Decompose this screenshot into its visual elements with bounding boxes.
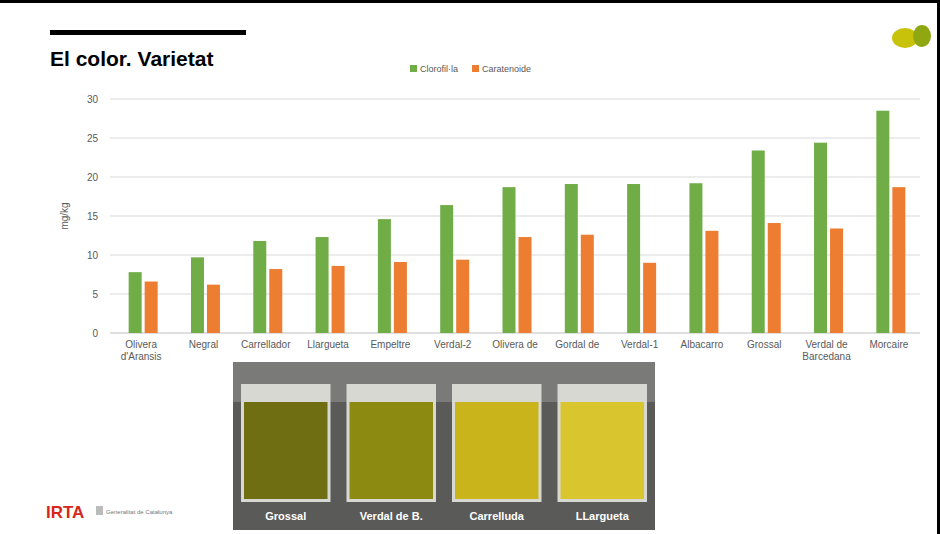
legend-label: Caratenoide bbox=[482, 64, 531, 74]
x-tick-label: Carrellador bbox=[241, 339, 291, 350]
x-tick-label: Grossal bbox=[747, 339, 781, 350]
bar bbox=[456, 260, 469, 333]
x-tick-label: Verdal-2 bbox=[434, 339, 472, 350]
y-axis-title: mg/kg bbox=[59, 202, 70, 229]
bar bbox=[378, 219, 391, 333]
y-tick-label: 5 bbox=[92, 289, 98, 300]
x-tick-label: Verdal-1 bbox=[621, 339, 659, 350]
y-tick-label: 10 bbox=[87, 250, 99, 261]
bar bbox=[768, 223, 781, 333]
photo bbox=[233, 362, 655, 530]
photo-label: Carrelluda bbox=[470, 510, 525, 522]
x-tick-label: Albacarro bbox=[681, 339, 724, 350]
x-tick-label: Gordal de bbox=[555, 339, 599, 350]
bar bbox=[565, 184, 578, 333]
bars bbox=[129, 111, 906, 333]
bar bbox=[689, 183, 702, 333]
slide: El color. Varietat 0 5 10 15 20 25 30 mg/kg Olive… bbox=[0, 0, 940, 534]
bar bbox=[503, 187, 516, 333]
x-tick-label: Morcaire bbox=[869, 339, 908, 350]
logo-olive bbox=[913, 25, 931, 47]
y-tick-label: 25 bbox=[87, 133, 99, 144]
bar bbox=[581, 235, 594, 333]
x-tick-label: Llargueta bbox=[307, 339, 349, 350]
grid-line bbox=[110, 138, 920, 139]
bar bbox=[332, 266, 345, 333]
x-tick-label: Oliverad'Aransis bbox=[121, 339, 162, 362]
glass bbox=[452, 384, 542, 502]
grid-line bbox=[110, 99, 920, 100]
oil-sample bbox=[350, 402, 434, 499]
bar bbox=[876, 111, 889, 333]
logo-irta: IRTA bbox=[46, 503, 84, 522]
photo-label: Grossal bbox=[265, 510, 306, 522]
institution: Generalitat de Catalunya bbox=[106, 509, 173, 515]
x-tick-label: Negral bbox=[189, 339, 218, 350]
bar bbox=[253, 241, 266, 333]
y-tick-label: 15 bbox=[87, 211, 99, 222]
y-tick-label: 20 bbox=[87, 172, 99, 183]
logo-generalitat bbox=[96, 506, 103, 515]
x-tick-label: Empeltre bbox=[370, 339, 410, 350]
bar bbox=[892, 187, 905, 333]
bar bbox=[394, 262, 407, 333]
frame-right bbox=[937, 0, 940, 534]
y-tick-label: 0 bbox=[92, 328, 98, 339]
oil-sample bbox=[561, 402, 645, 499]
bar bbox=[129, 272, 142, 333]
bar bbox=[627, 184, 640, 333]
glass bbox=[558, 384, 648, 502]
bar bbox=[814, 143, 827, 333]
x-tick-label: Olivera de bbox=[492, 339, 538, 350]
glass bbox=[241, 384, 331, 502]
title-bar bbox=[50, 30, 246, 35]
bar bbox=[269, 269, 282, 333]
bar bbox=[207, 285, 220, 333]
legend: Clorofil·la Caratenoide bbox=[410, 64, 531, 74]
photo-label: LLargueta bbox=[576, 510, 630, 522]
bar bbox=[752, 150, 765, 333]
bar bbox=[519, 237, 532, 333]
oil-sample bbox=[244, 402, 328, 499]
background bbox=[0, 0, 940, 534]
bar bbox=[191, 257, 204, 333]
title: El color. Varietat bbox=[50, 47, 213, 70]
bar bbox=[705, 231, 718, 333]
legend-swatch bbox=[472, 65, 479, 72]
x-tick-label: Verdal deBarcedana bbox=[802, 339, 851, 362]
bar bbox=[830, 228, 843, 333]
legend-swatch bbox=[410, 65, 417, 72]
oil-sample bbox=[455, 402, 539, 499]
glass bbox=[347, 384, 437, 502]
bar bbox=[440, 205, 453, 333]
bar bbox=[643, 263, 656, 333]
frame-top bbox=[0, 0, 940, 3]
y-tick-label: 30 bbox=[87, 94, 99, 105]
photo-label: Verdal de B. bbox=[360, 510, 423, 522]
legend-label: Clorofil·la bbox=[420, 64, 458, 74]
grid-line bbox=[110, 177, 920, 178]
bar bbox=[145, 282, 158, 333]
bar bbox=[316, 237, 329, 333]
